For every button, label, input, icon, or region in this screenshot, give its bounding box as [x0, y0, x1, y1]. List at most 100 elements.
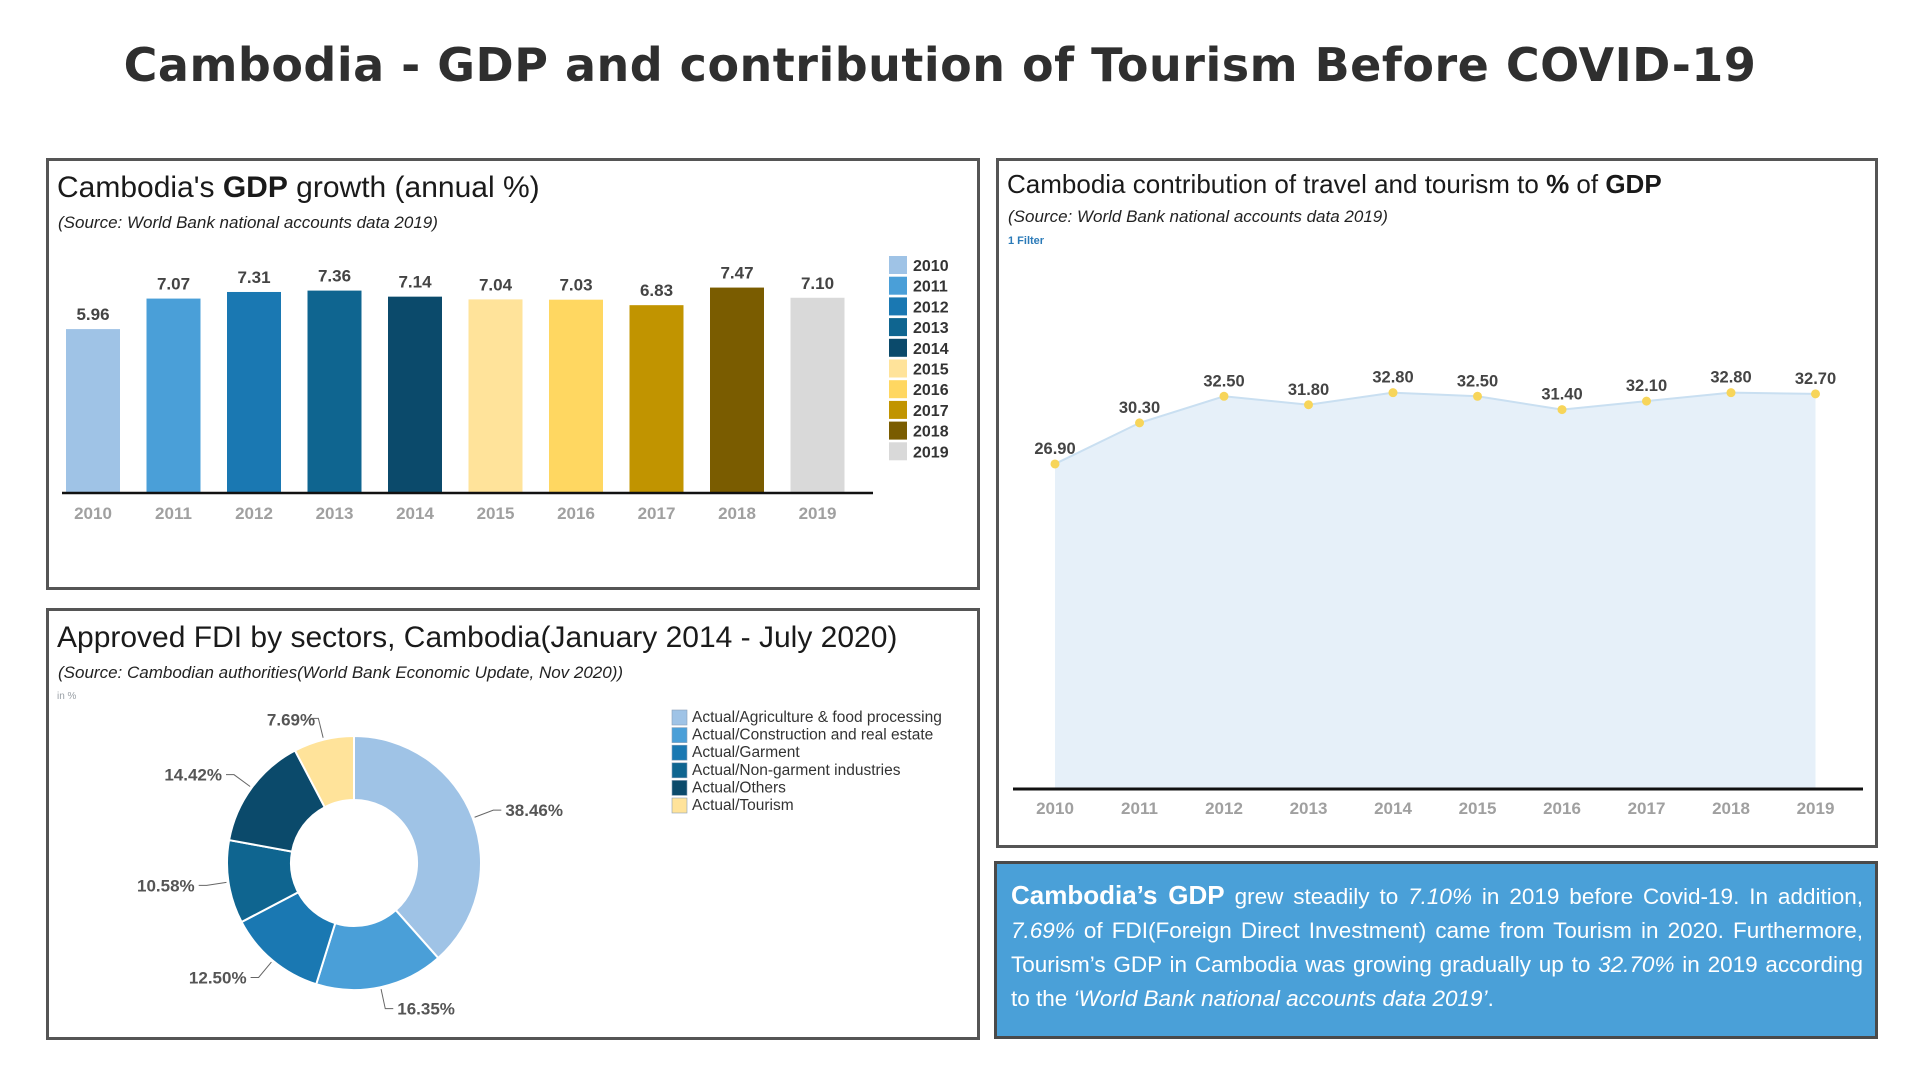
tourism-tick-label: 2015 — [1459, 799, 1497, 818]
tourism-area-fill — [1055, 392, 1816, 789]
gdp-bar — [710, 287, 764, 493]
gdp-tick-label: 2017 — [638, 504, 676, 523]
gdp-bar — [66, 329, 120, 493]
gdp-bar — [629, 305, 684, 493]
tourism-tick-label: 2012 — [1205, 799, 1243, 818]
tourism-point — [1726, 388, 1736, 398]
fdi-leader-line — [380, 989, 394, 1010]
tourism-series-line — [1054, 391, 1816, 465]
tourism-data-label: 26.90 — [1034, 440, 1075, 458]
fdi-legend-swatch — [671, 780, 688, 796]
fdi-leader-line — [310, 717, 324, 738]
tourism-title-bold: % — [1546, 169, 1570, 199]
gdp-legend-swatch — [889, 256, 907, 274]
summary-part: . — [1487, 986, 1494, 1011]
filter-link[interactable]: 1 Filter — [1008, 235, 1045, 247]
fdi-legend-label: Actual/Non-garment industries — [692, 762, 901, 779]
summary-part: of FDI(Foreign Direct Investment) came f… — [1011, 918, 1863, 977]
fdi-legend-swatch — [671, 797, 688, 814]
tourism-title-bold: GDP — [1605, 169, 1662, 199]
fdi-panel-source: (Source: Cambodian authorities(World Ban… — [58, 663, 624, 682]
summary-part: in 2019 according to the — [1011, 952, 1863, 1011]
summary-quote: ‘World Bank national accounts data 2019’ — [1073, 986, 1488, 1011]
gdp-data-label: 7.14 — [398, 273, 432, 292]
gdp-data-label: 7.31 — [237, 268, 270, 287]
tourism-tick-label: 2019 — [1797, 799, 1835, 818]
gdp-title-bold: GDP — [222, 171, 288, 204]
gdp-bar — [388, 296, 442, 493]
tourism-data-label: 32.70 — [1795, 370, 1836, 388]
fdi-slice — [353, 734, 482, 960]
gdp-legend-label: 2012 — [913, 299, 949, 316]
fdi-legend-label: Actual/Garment — [692, 744, 800, 761]
gdp-legend-swatch — [889, 276, 907, 295]
tourism-panel: Cambodia contribution of travel and tour… — [996, 158, 1878, 848]
gdp-bar — [468, 299, 523, 493]
tourism-point — [1304, 400, 1313, 410]
tourism-tick-label: 2014 — [1374, 799, 1412, 818]
gdp-tick-label: 2013 — [316, 504, 354, 523]
fdi-donut-chart: 38.46% 16.35% 12.50% 10.58% 14.42% 7.69% Actua… — [137, 709, 942, 1019]
fdi-data-label: 10.58% — [137, 876, 195, 895]
gdp-growth-panel: Cambodia's GDP growth (annual %) (Source… — [46, 158, 980, 590]
fdi-leader-line — [250, 961, 272, 978]
gdp-tick-label: 2019 — [799, 504, 837, 523]
fdi-data-label: 12.50% — [189, 968, 247, 987]
gdp-tick-label: 2011 — [155, 504, 192, 523]
gdp-legend-label: 2017 — [913, 403, 949, 420]
gdp-legend-swatch — [889, 318, 907, 337]
gdp-data-label: 7.03 — [559, 276, 592, 295]
summary-part: in 2019 before Covid-19. In addition, — [1471, 884, 1863, 909]
gdp-title-part: growth (annual %) — [287, 171, 540, 204]
tourism-tick-label: 2017 — [1628, 799, 1666, 818]
tourism-tick-label: 2011 — [1121, 799, 1158, 818]
gdp-tick-label: 2018 — [718, 504, 756, 523]
fdi-slice — [293, 734, 355, 809]
tourism-point — [1050, 459, 1060, 469]
tourism-title-part: of — [1569, 169, 1606, 199]
gdp-data-label: 5.96 — [76, 305, 109, 324]
tourism-point — [1219, 391, 1229, 401]
gdp-legend-swatch — [889, 400, 907, 419]
fdi-legend-swatch — [671, 762, 688, 779]
summary-panel: Cambodia’s GDP grew steadily to 7.10% in… — [994, 861, 1878, 1039]
gdp-data-label: 7.36 — [318, 267, 351, 286]
fdi-data-label: 7.69% — [267, 711, 315, 730]
tourism-tick-label: 2013 — [1290, 799, 1328, 818]
gdp-legend-swatch — [889, 442, 907, 461]
tourism-data-label: 31.40 — [1541, 386, 1582, 404]
gdp-legend-swatch — [889, 421, 907, 440]
tourism-area-chart: 26.90 2010 30.30 2011 32.50 2012 31.80 2013 32.8… — [1013, 369, 1863, 818]
gdp-data-label: 7.07 — [157, 275, 190, 294]
fdi-leader-line — [474, 809, 502, 818]
summary-value: 7.10% — [1408, 884, 1472, 909]
gdp-bar-chart: 5.96 2010 7.07 2011 7.31 2012 7.36 2013 7.14 2014… — [62, 256, 949, 523]
page-title: Cambodia - GDP and contribution of Touri… — [123, 38, 1757, 92]
fdi-leader-line — [198, 881, 227, 886]
tourism-data-label: 32.80 — [1710, 369, 1751, 387]
fdi-panel-title: Approved FDI by sectors, Cambodia(Januar… — [57, 621, 898, 654]
fdi-legend-label: Actual/Agriculture & food processing — [692, 709, 942, 726]
fdi-data-label: 16.35% — [397, 1000, 455, 1019]
tourism-tick-label: 2010 — [1036, 799, 1074, 818]
fdi-legend-swatch — [671, 744, 688, 761]
tourism-panel-source: (Source: World Bank national accounts da… — [1008, 207, 1388, 226]
fdi-leader-line — [226, 774, 251, 787]
gdp-data-label: 7.47 — [720, 264, 753, 283]
fdi-legend-swatch — [671, 727, 688, 743]
gdp-bar — [307, 290, 362, 493]
tourism-data-label: 32.80 — [1372, 369, 1413, 387]
fdi-legend-swatch — [671, 709, 688, 726]
summary-value: 32.70% — [1598, 952, 1675, 977]
gdp-tick-label: 2014 — [396, 504, 434, 523]
gdp-bar — [227, 291, 281, 493]
tourism-data-label: 31.80 — [1288, 381, 1329, 399]
fdi-panel: Approved FDI by sectors, Cambodia(Januar… — [46, 608, 980, 1040]
gdp-legend-label: 2018 — [913, 424, 949, 441]
gdp-legend-label: 2011 — [913, 279, 948, 296]
gdp-data-label: 6.83 — [640, 281, 673, 300]
gdp-bar — [549, 299, 603, 493]
gdp-legend-swatch — [889, 380, 907, 399]
gdp-bar — [790, 297, 845, 493]
tourism-point — [1135, 418, 1144, 428]
